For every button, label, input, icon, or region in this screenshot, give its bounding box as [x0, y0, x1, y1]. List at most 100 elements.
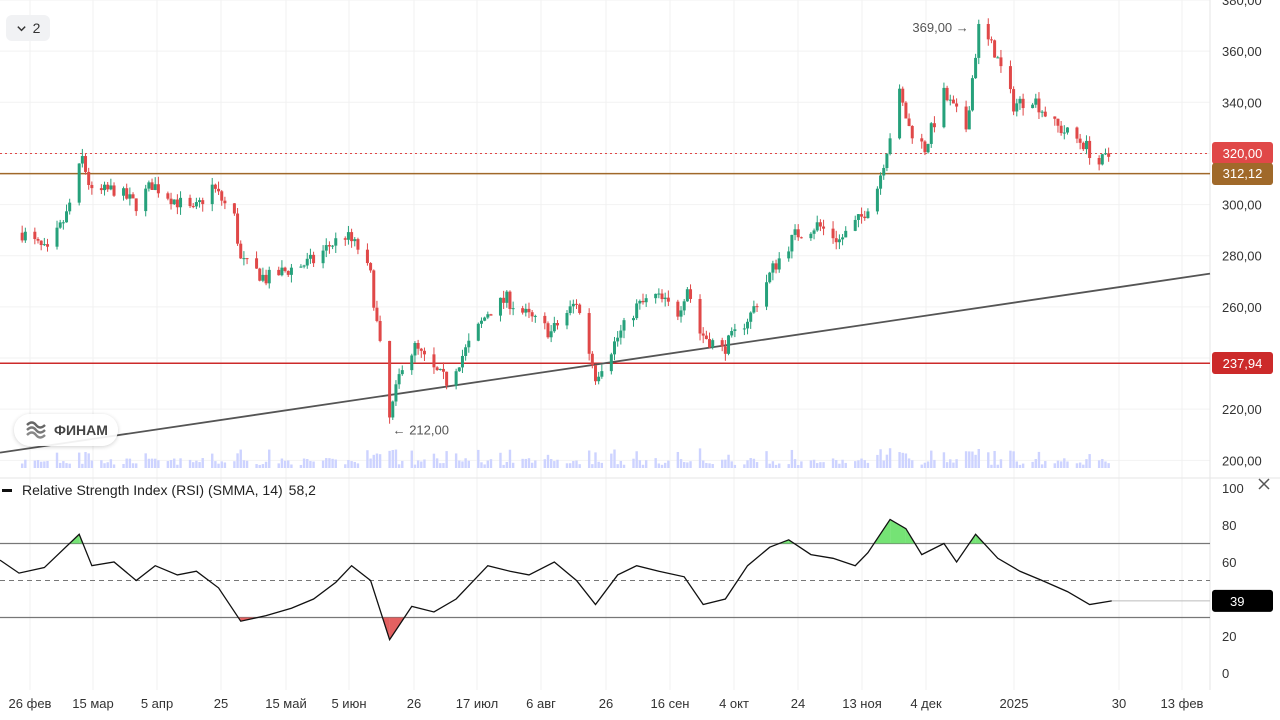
volume-bar	[90, 460, 94, 468]
volume-bar	[461, 461, 464, 468]
volume-bar	[1097, 460, 1101, 468]
time-axis-tick: 15 май	[265, 696, 307, 711]
candle-body	[327, 245, 331, 247]
volume-bar	[996, 464, 999, 468]
volume-bar	[720, 459, 724, 468]
candle-body	[255, 258, 259, 269]
volume-bar	[812, 459, 816, 468]
volume-bar	[508, 449, 512, 468]
volume-bar	[1015, 461, 1018, 468]
candle-body	[1103, 153, 1107, 155]
candle-body	[232, 203, 236, 214]
candle-body	[283, 267, 287, 271]
volume-bar	[594, 452, 597, 468]
candle-body	[755, 306, 759, 308]
candle-body	[793, 229, 797, 235]
candle-body	[372, 270, 376, 308]
volume-bar	[135, 463, 138, 468]
rsi-line-swatch	[2, 488, 12, 492]
time-axis-tick: 2025	[1000, 696, 1029, 711]
volume-bar	[755, 462, 759, 468]
volume-bar	[277, 463, 280, 468]
volume-bar	[39, 461, 43, 468]
volume-bar	[920, 464, 923, 468]
time-axis-tick: 6 авг	[526, 696, 556, 711]
volume-bar	[1063, 458, 1066, 468]
candle-body	[590, 353, 594, 366]
level-price-tag: 312,12	[1212, 162, 1273, 185]
rsi-value-tag-label: 39	[1230, 594, 1244, 609]
volume-bar	[502, 464, 505, 468]
candle-body	[150, 182, 154, 190]
candle-body	[36, 239, 40, 241]
candle-body	[489, 314, 493, 316]
candle-body	[841, 237, 845, 240]
collapse-indicators-button[interactable]: 2	[6, 15, 50, 41]
volume-bar	[613, 449, 616, 468]
volume-bar	[898, 452, 901, 468]
candle-body	[353, 239, 357, 242]
volume-bar	[534, 460, 537, 468]
volume-bar	[1053, 463, 1056, 468]
candle-body	[210, 184, 214, 205]
volume-bar	[309, 460, 312, 468]
volume-bar	[312, 461, 315, 468]
time-axis-tick: 4 дек	[910, 696, 942, 711]
candle-body	[752, 306, 756, 313]
candle-body	[1065, 127, 1069, 133]
volume-bar	[505, 462, 509, 468]
time-axis-tick: 15 мар	[72, 696, 113, 711]
volume-bar	[245, 460, 249, 468]
time-axis-tick: 25	[214, 696, 228, 711]
volume-bar	[863, 460, 866, 468]
candle-body	[144, 188, 148, 212]
volume-bar	[610, 453, 613, 468]
candle-body	[1018, 98, 1022, 104]
volume-bar	[369, 458, 372, 468]
volume-bar	[147, 458, 151, 468]
volume-bar	[410, 450, 413, 468]
volume-bar	[591, 464, 594, 468]
candle-body	[280, 267, 284, 276]
candle-body	[90, 184, 94, 189]
candle-body	[388, 340, 392, 418]
volume-bar	[84, 452, 87, 468]
volume-bar	[638, 460, 642, 468]
price-axis-tick: 260,00	[1222, 300, 1262, 315]
volume-bar	[689, 461, 692, 468]
volume-bar	[486, 460, 490, 468]
volume-bar	[211, 453, 214, 468]
candle-body	[1012, 89, 1016, 112]
candle-body	[856, 214, 860, 220]
volume-bar	[765, 451, 768, 468]
close-rsi-button[interactable]	[1254, 474, 1274, 494]
volume-bar	[876, 454, 879, 468]
candle-body	[660, 293, 664, 300]
volume-bar	[214, 461, 217, 468]
volume-bar	[328, 458, 331, 468]
candle-body	[578, 304, 582, 314]
candle-body	[1097, 158, 1101, 165]
volume-bar	[499, 452, 502, 468]
volume-bar	[724, 459, 727, 468]
volume-bar	[477, 449, 480, 468]
candle-body	[831, 228, 835, 239]
candle-body	[169, 198, 173, 205]
candle-body	[1081, 142, 1085, 150]
candle-body	[593, 365, 597, 382]
candle-body	[888, 138, 892, 154]
candle-body	[549, 331, 553, 338]
volume-bar	[752, 458, 756, 468]
volume-bar	[483, 464, 486, 468]
candle-body	[822, 226, 826, 229]
time-axis-tick: 13 ноя	[842, 696, 882, 711]
trend-line	[0, 272, 1211, 454]
volume-bar	[641, 464, 645, 468]
rsi-value-tag	[1212, 589, 1273, 612]
volume-bar	[682, 462, 686, 468]
volume-bar	[302, 458, 306, 468]
volume-bar	[952, 462, 955, 468]
rsi-legend[interactable]: Relative Strength Index (RSI) (SMMA, 14)…	[0, 482, 316, 498]
